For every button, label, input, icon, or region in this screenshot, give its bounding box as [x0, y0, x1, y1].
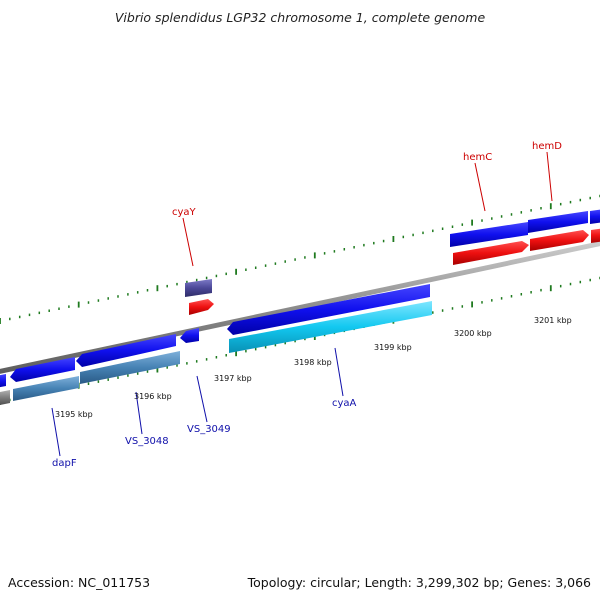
topology-text: Topology: circular; Length: 3,299,302 bp… [247, 575, 591, 590]
scale-label-3195: 3195 kbp [55, 410, 93, 419]
feature-arrow-red-hemC[interactable] [453, 241, 529, 265]
gene-label-dapF[interactable]: dapF [52, 458, 77, 469]
scale-label-3200: 3200 kbp [454, 329, 492, 338]
scale-label-3197: 3197 kbp [214, 374, 252, 383]
gene-arrow-VS_3048[interactable] [76, 334, 176, 367]
feature-bar-cyan[interactable] [229, 301, 432, 353]
feature-bar-steel-1[interactable] [13, 376, 79, 401]
gene-label-cyaA[interactable]: cyaA [332, 398, 357, 409]
gene-label-hemD[interactable]: hemD [532, 141, 562, 152]
gene-label-VS_3048[interactable]: VS_3048 [125, 436, 169, 447]
scale-label-3199: 3199 kbp [374, 343, 412, 352]
scale-label-3196: 3196 kbp [134, 392, 172, 401]
gene-arrow-right-edge[interactable] [590, 209, 600, 224]
gene-arrow-hemC[interactable] [450, 222, 528, 247]
gene-label-cyaY[interactable]: cyaY [172, 207, 197, 218]
feature-bar-grey[interactable] [0, 390, 10, 406]
feature-arrow-red-cyaY[interactable] [189, 299, 214, 315]
gene-arrow-cyaA[interactable] [227, 284, 430, 335]
scale-label-3201: 3201 kbp [534, 316, 572, 325]
genome-title: Vibrio splendidus LGP32 chromosome 1, co… [114, 10, 486, 25]
accession-text: Accession: NC_011753 [8, 575, 151, 590]
tick-marks-lower [0, 276, 600, 405]
scale-labels: 3195 kbp 3196 kbp 3197 kbp 3198 kbp 3199… [55, 316, 572, 419]
gene-arrow-VS_3049[interactable] [180, 328, 199, 343]
gene-arrow-dapF[interactable] [10, 357, 75, 382]
feature-bar-steel-2[interactable] [80, 351, 180, 384]
gene-arrow-cyaY[interactable] [185, 279, 212, 297]
gene-arrow-hemD[interactable] [528, 211, 588, 233]
feature-arrow-red-edge[interactable] [591, 228, 600, 243]
feature-arrow-red-hemD[interactable] [530, 230, 589, 251]
gene-callout-lines [51, 151, 553, 457]
scale-label-3198: 3198 kbp [294, 358, 332, 367]
gene-labels: dapF VS_3048 VS_3049 cyaA cyaY hemC hemD [52, 141, 562, 469]
gene-label-hemC[interactable]: hemC [463, 152, 492, 163]
gene-label-VS_3049[interactable]: VS_3049 [187, 424, 231, 435]
gene-arrow-left-edge[interactable] [0, 374, 6, 388]
tick-marks-upper [0, 194, 600, 324]
